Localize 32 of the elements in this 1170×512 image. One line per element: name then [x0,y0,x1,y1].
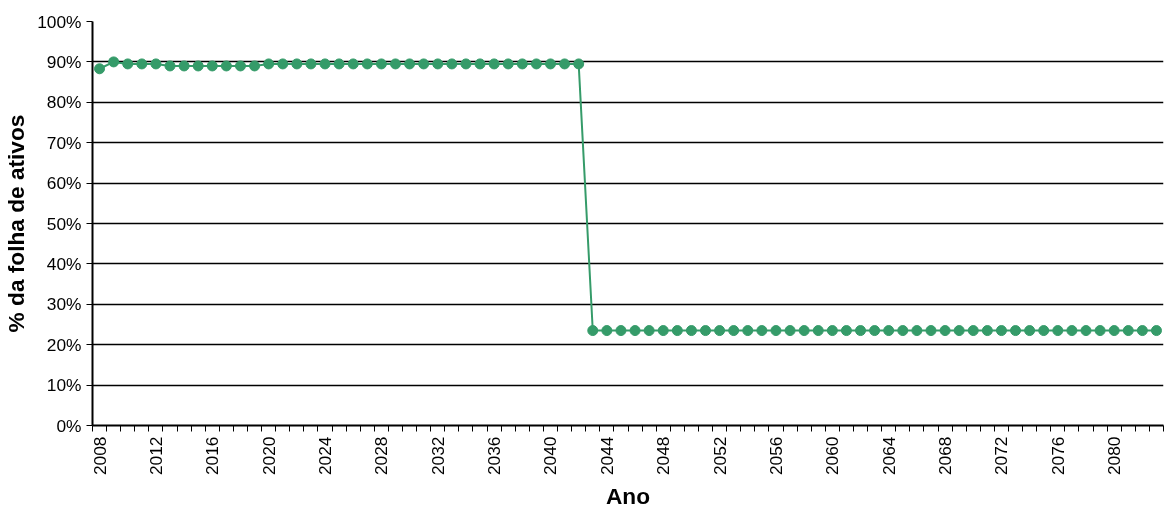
x-tick-label: 2016 [202,436,223,476]
x-tick-label: 2052 [709,436,730,476]
y-tick-label: 90% [46,51,82,72]
x-tick-label: 2032 [427,436,448,476]
y-tick-label: 10% [46,375,82,396]
x-tick-label: 2076 [1047,436,1068,476]
y-tick-label: 40% [46,253,82,274]
x-tick-label: 2044 [596,436,617,476]
y-tick-label: 70% [46,132,82,153]
x-tick-label: 2012 [145,436,166,476]
x-tick-label: 2064 [878,436,899,476]
x-tick-label: 2056 [765,436,786,476]
y-tick-label: 60% [46,173,82,194]
x-tick-label: 2048 [653,436,674,476]
y-tick-label: 50% [46,213,82,234]
y-tick-label: 30% [46,294,82,315]
x-tick-label: 2028 [371,436,392,476]
x-tick-label: 2020 [258,436,279,476]
y-tick-label: 100% [37,11,82,32]
x-tick-label: 2024 [315,436,336,476]
x-tick-label: 2072 [991,436,1012,476]
x-tick-label: 2080 [1104,436,1125,476]
y-tick-label: 80% [46,92,82,113]
y-tick-label: 0% [56,415,82,436]
x-axis-title: Ano [605,483,651,510]
y-tick-label: 20% [46,334,82,355]
x-tick-label: 2040 [540,436,561,476]
y-axis-title: % da folha de ativos [3,114,30,333]
x-tick-label: 2060 [822,436,843,476]
x-tick-label: 2008 [89,436,110,476]
x-tick-label: 2036 [484,436,505,476]
x-tick-label: 2068 [935,436,956,476]
